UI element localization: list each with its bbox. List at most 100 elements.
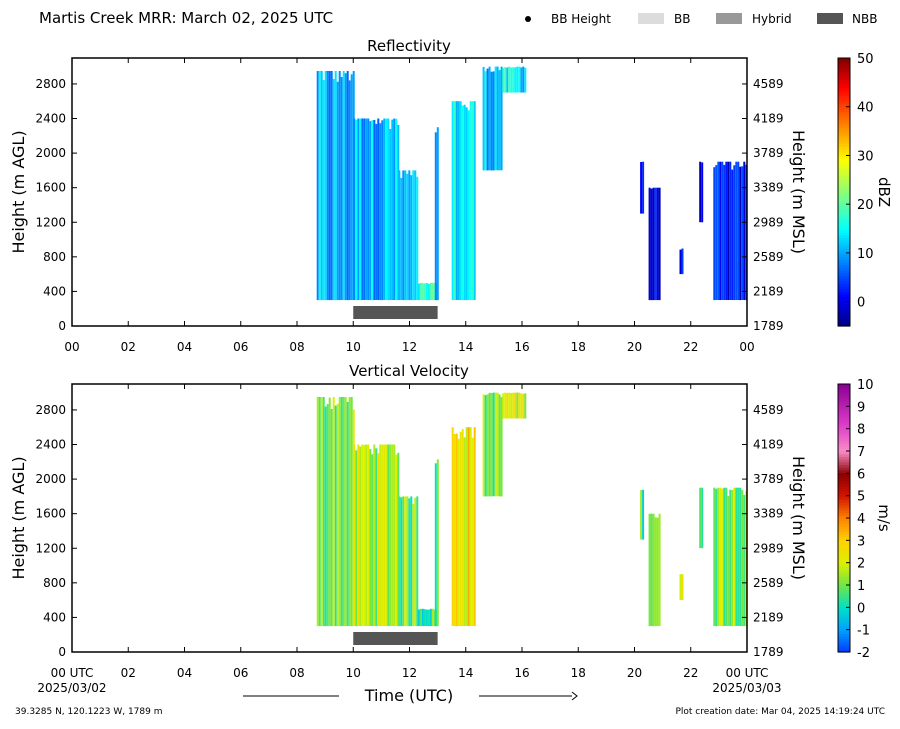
reflectivity-echo-strip [406,173,409,301]
reflectivity-echo-strip [316,71,319,301]
reflectivity-x-tick-label: 20 [627,340,642,354]
reflectivity-echo-strip [377,118,380,300]
reflectivity-echo-strip [391,119,394,300]
reflectivity-colorbar-step [838,232,850,236]
reflectivity-colorbar-step [838,114,850,118]
velocity-colorbar-step [838,448,850,452]
velocity-x-tick-label: 00 UTC [726,666,769,680]
reflectivity-colorbar-step [838,76,850,81]
reflectivity-echo-strip [654,187,657,301]
velocity-echo-strip [348,397,351,627]
velocity-echo-region [482,392,503,497]
velocity-echo-strip [363,445,366,626]
velocity-echo-strip [721,488,724,627]
velocity-echo-strip [741,490,744,627]
reflectivity-colorbar-step [838,226,850,231]
reflectivity-echo-strip [656,187,659,301]
velocity-echo-strip [359,446,362,626]
velocity-echo-region [316,397,355,627]
velocity-echo-strip [648,513,651,627]
reflectivity-echo-strip [729,161,732,300]
velocity-echo-strip [731,489,734,627]
velocity-x-tick-label: 22 [683,666,698,680]
reflectivity-echo-strip [417,283,420,300]
reflectivity-colorbar-step [838,208,850,212]
velocity-colorbar-step [838,459,850,463]
velocity-x-tick-label: 14 [458,666,473,680]
reflectivity-colorbar-step [838,175,850,180]
velocity-colorbar-step [838,609,850,613]
velocity-colorbar-step [838,456,850,460]
reflectivity-colorbar-step [838,323,850,327]
reflectivity-echo-strip [369,121,372,301]
reflectivity-echo-strip [522,66,525,93]
velocity-echo-strip [421,608,424,627]
velocity-colorbar-step [838,515,850,519]
velocity-echo-strip [383,444,386,626]
velocity-echo-strip [500,397,503,497]
reflectivity-panel: Reflectivity 040080012001600200024002800… [9,37,893,354]
reflectivity-colorbar-step [838,98,850,102]
reflectivity-colorbar-step [838,82,850,86]
reflectivity-colorbar-step [838,288,850,292]
velocity-colorbar-step [838,576,850,581]
time-axis-arrow-icon [571,691,578,701]
reflectivity-echo-strip [457,101,460,300]
velocity-echo-strip [350,397,353,627]
velocity-echo-strip [322,397,325,627]
reflectivity-y-ticks: 0 400 800 1200 1600 2000 2400 2800 [35,77,77,333]
reflectivity-bb-bars [353,306,438,319]
velocity-echo-strip [408,498,411,627]
velocity-x-tick-label: 04 [177,666,192,680]
velocity-echo-region [699,487,704,549]
reflectivity-colorbar-step [838,293,850,298]
reflectivity-colorbar-step [838,216,850,220]
velocity-colorbar-step [838,493,850,498]
reflectivity-colorbar-step [838,84,850,89]
velocity-echo-strip [431,608,434,627]
reflectivity-colorbar-step [838,151,850,156]
reflectivity-colorbar-step [838,146,850,150]
reflectivity-colorbar-tick-label: 0 [857,296,865,311]
velocity-colorbar-step [838,440,850,444]
velocity-colorbar-step [838,477,850,482]
velocity-y-ticks-right: 1789 2189 2589 2989 3389 3789 4189 4589 [742,403,784,659]
reflectivity-echo-strip [723,164,726,300]
velocity-colorbar-step [838,496,850,500]
reflectivity-colorbar-step [838,248,850,252]
velocity-colorbar-step [838,491,850,495]
reflectivity-echo-strip [427,283,430,301]
reflectivity-colorbar-step [838,162,850,166]
reflectivity-echo-strip [389,129,392,301]
reflectivity-echo-strip [512,67,515,93]
reflectivity-echo-strip [334,71,337,301]
velocity-colorbar-step [838,646,850,650]
reflectivity-echo-strip [355,119,358,301]
reflectivity-colorbar-step [838,58,850,62]
velocity-echo-strip [717,487,720,626]
reflectivity-echo-strip [365,118,368,300]
reflectivity-echo-strip [340,77,343,300]
velocity-echo-strip [469,427,472,626]
reflectivity-colorbar-step [838,68,850,72]
velocity-colorbar-step [838,649,850,653]
velocity-colorbar-step [838,568,850,573]
reflectivity-colorbar-step [838,135,850,139]
legend-bb-height-label: BB Height [551,12,611,26]
velocity-echo-strip [715,488,718,627]
reflectivity-colorbar-step [838,122,850,126]
reflectivity-colorbar-step [838,299,850,303]
velocity-colorbar-step [838,389,850,393]
reflectivity-echo-strip [318,71,321,301]
reflectivity-colorbar-step [838,127,850,131]
reflectivity-colorbar-step [838,181,850,185]
reflectivity-echo-strip [320,71,323,301]
velocity-echo-strip [494,392,497,497]
velocity-colorbar-step [838,501,850,506]
reflectivity-data [316,66,748,301]
reflectivity-colorbar-step [838,173,850,177]
reflectivity-colorbar-step [838,157,850,161]
velocity-echo-strip [514,392,517,419]
velocity-y-tick-right-label: 2989 [753,541,784,555]
velocity-echo-strip [336,403,339,627]
